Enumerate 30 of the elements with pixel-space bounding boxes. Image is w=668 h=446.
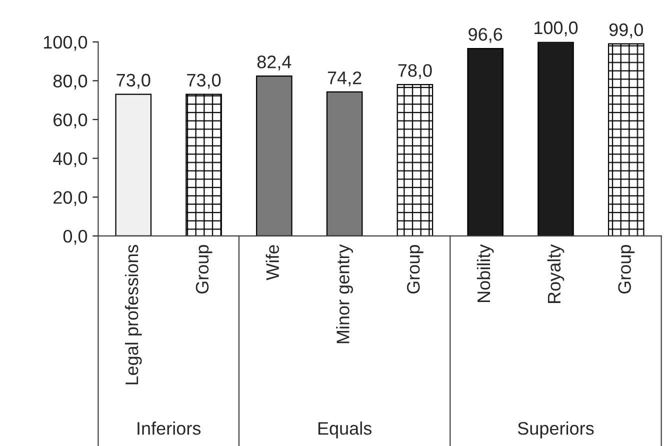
y-tick-label: 80,0	[53, 74, 88, 90]
y-tick-label: 40,0	[53, 152, 88, 168]
y-tick-label: 0,0	[63, 230, 88, 245]
bar	[538, 42, 574, 236]
text: Superiors	[518, 422, 594, 438]
text: Equals	[318, 422, 372, 438]
x-tick-label: Nobility	[476, 244, 494, 302]
data-label: 74,2	[328, 71, 362, 86]
bar	[115, 94, 152, 236]
bar	[256, 76, 292, 236]
data-label: 99,0	[609, 23, 643, 38]
data-label: 73,0	[116, 74, 150, 89]
x-tick-label: Royalty	[547, 244, 564, 303]
x-tick-label: Minor gentry	[336, 244, 353, 344]
x-tick-label: Group	[407, 245, 424, 294]
x-tick-label: Group	[618, 245, 635, 294]
y-tick-label: 100,0	[44, 36, 88, 51]
data-label: 100,0	[534, 21, 578, 36]
y-tick-label: 60,0	[54, 113, 88, 128]
bar	[467, 48, 504, 236]
y-tick-label: 20,0	[54, 191, 88, 206]
data-label: 96,6	[468, 28, 502, 43]
data-label: 78,0	[398, 64, 432, 80]
x-tick-label: Wife	[266, 245, 280, 280]
text: Inferiors	[138, 422, 201, 435]
data-label: 73,0	[187, 74, 221, 89]
x-tick-label: Group	[196, 245, 212, 294]
bar	[326, 91, 363, 236]
data-label: 82,4	[257, 56, 292, 70]
x-tick-label: Legal professions	[124, 244, 142, 384]
